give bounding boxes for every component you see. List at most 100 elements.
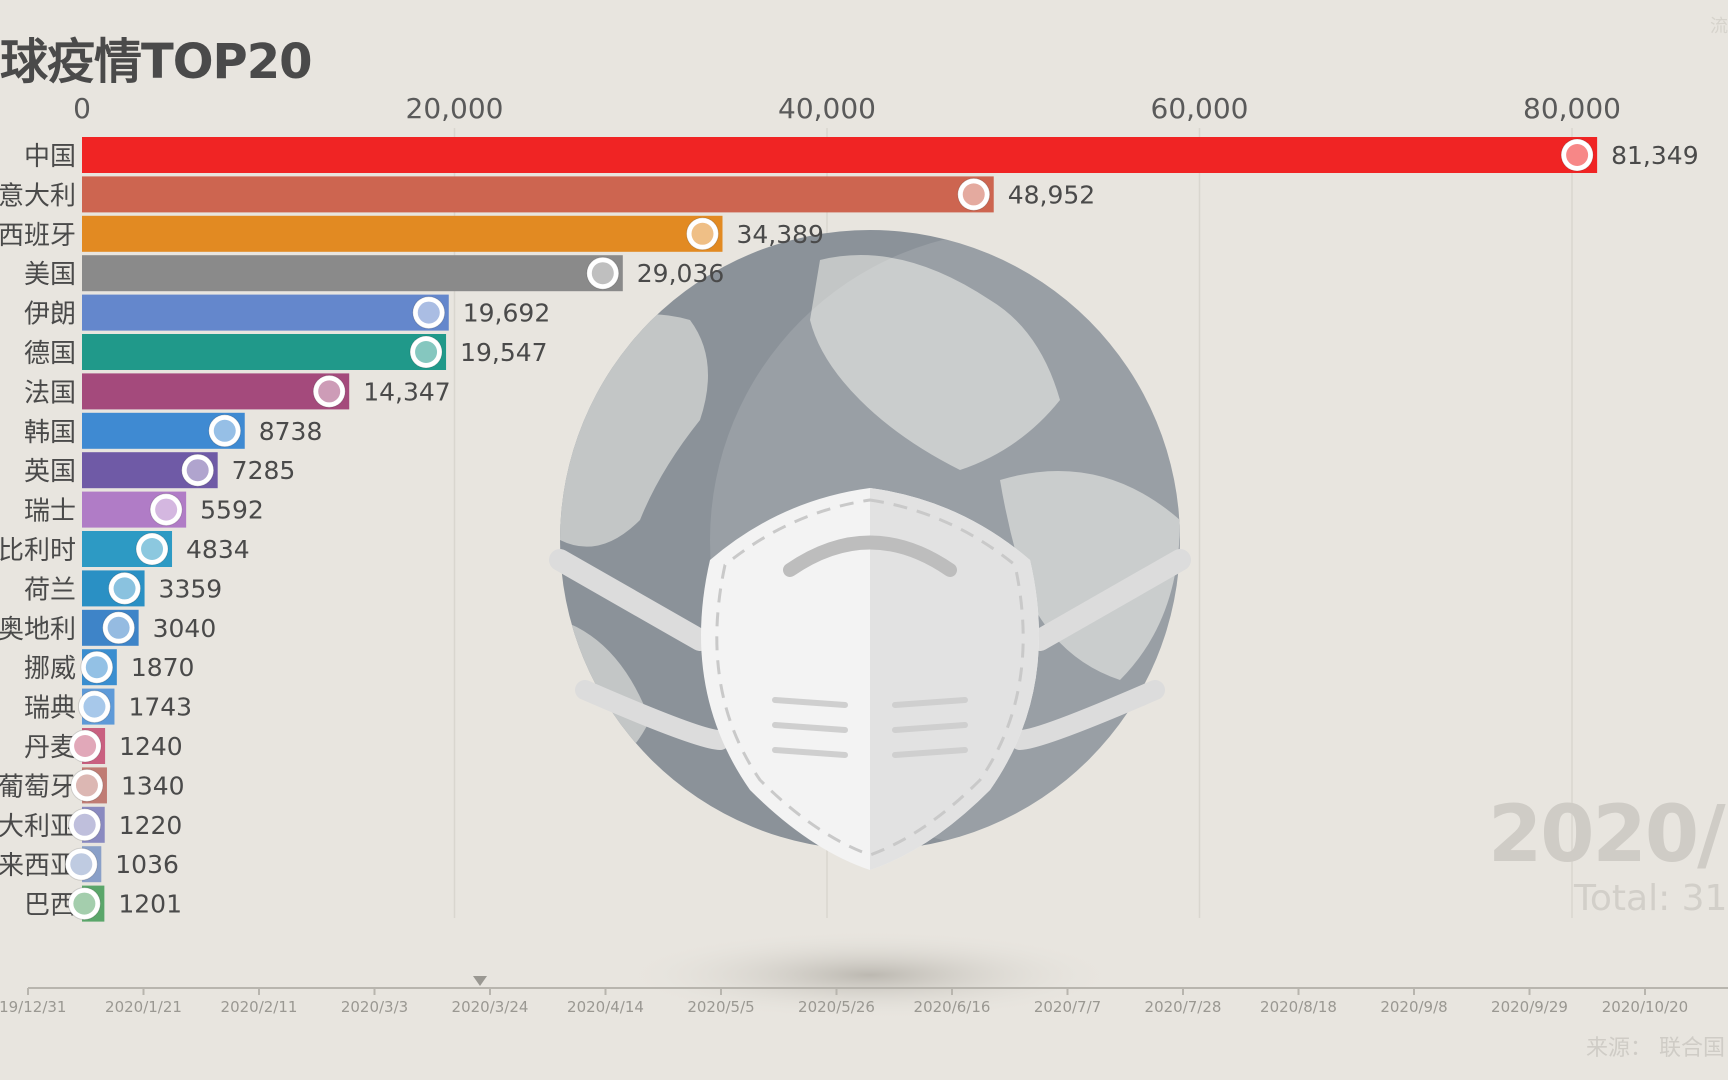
timeline-label: 2020/8/18 (1260, 998, 1337, 1016)
bar-row: 大利亚 1220 (0, 806, 183, 843)
globe-shadow (620, 930, 1120, 1020)
bar-row: 比利时 4834 (0, 531, 250, 567)
x-tick-label: 40,000 (778, 92, 876, 125)
category-label: 丹麦 (24, 733, 76, 763)
bar (82, 176, 994, 213)
value-label: 1743 (128, 693, 192, 722)
x-axis-ticks: 0 20,000 40,000 60,000 80,000 (73, 92, 1621, 125)
timeline-label: 2020/3/3 (341, 998, 408, 1016)
timeline-label: 2020/5/26 (798, 998, 875, 1016)
flag-detail (415, 341, 438, 363)
bar (82, 373, 350, 410)
globe-mask-illustration (549, 230, 1191, 1020)
flag-detail (962, 183, 985, 206)
timeline-label: 2020/3/24 (452, 998, 529, 1016)
flag-detail (85, 656, 108, 679)
value-label: 1240 (119, 732, 183, 761)
category-label: 美国 (24, 260, 76, 290)
category-label: 法国 (24, 378, 76, 408)
x-tick-label: 0 (73, 92, 91, 125)
flag-detail (691, 222, 714, 245)
flag-detail (73, 892, 96, 915)
value-label: 7285 (232, 456, 296, 485)
category-label: 大利亚 (0, 812, 76, 842)
bar-row: 法国 14,347 (24, 373, 451, 410)
timeline-marker[interactable] (473, 976, 487, 986)
flag-detail (417, 301, 440, 324)
flag-detail (155, 498, 178, 521)
bar-row: 德国 19,547 (24, 334, 548, 370)
category-label: 韩国 (24, 418, 76, 448)
category-label: 英国 (24, 457, 76, 487)
bar-row: 奥地利 3040 (0, 609, 217, 646)
value-label: 19,692 (463, 299, 550, 328)
total-label: Total: 312, (1574, 878, 1728, 919)
category-label: 中国 (24, 142, 76, 172)
value-label: 3040 (153, 614, 217, 643)
flag-detail (318, 380, 341, 403)
value-label: 4834 (186, 535, 250, 564)
timeline-label: 2020/2/11 (221, 998, 298, 1016)
flag-detail (70, 853, 93, 876)
timeline-label: 2020/6/16 (914, 998, 991, 1016)
timeline-axis: 019/12/31 2020/1/21 2020/2/11 2020/3/3 2020/… (0, 976, 1728, 1016)
category-label: 奥地利 (0, 615, 76, 645)
timeline-label: 2020/7/28 (1145, 998, 1222, 1016)
timeline-label: 2020/7/7 (1034, 998, 1101, 1016)
bar-row: 英国 7285 (24, 452, 296, 489)
flag-detail (83, 695, 106, 718)
category-label: 巴西 (24, 891, 76, 921)
value-label: 48,952 (1008, 180, 1095, 209)
bar-row: 葡萄牙 1340 (0, 767, 185, 804)
value-label: 8738 (259, 417, 323, 446)
flag-detail (186, 459, 209, 482)
category-label: 德国 (24, 339, 76, 369)
flag-detail (213, 419, 236, 442)
bar-row: 意大利 48,952 (0, 176, 1095, 213)
bar-row: 丹麦 1240 (24, 728, 183, 764)
current-date-label: 2020/3/ (1488, 790, 1728, 880)
bar (82, 294, 449, 331)
bar-row: 挪威 1870 (24, 649, 195, 686)
value-label: 1220 (119, 811, 183, 840)
flag-detail (1566, 144, 1589, 166)
flag-detail (74, 735, 97, 757)
flag-detail (591, 262, 614, 285)
bar (82, 215, 723, 252)
category-label: 瑞士 (24, 497, 76, 527)
flag-detail (141, 538, 164, 560)
bar-row: 巴西 1201 (24, 885, 182, 922)
bar-row: 韩国 8738 (24, 412, 323, 449)
value-label: 34,389 (736, 220, 823, 249)
flag-detail (113, 577, 136, 600)
bar-row: 荷兰 3359 (24, 570, 222, 607)
category-label: 挪威 (24, 654, 76, 684)
value-label: 81,349 (1611, 141, 1698, 170)
value-label: 1340 (121, 771, 185, 800)
bar-row: 瑞士 5592 (24, 491, 264, 528)
timeline-label: 2020/9/8 (1380, 998, 1447, 1016)
category-label: 来西亚 (0, 851, 76, 881)
flag-detail (73, 813, 96, 836)
watermark: 流 (1710, 16, 1728, 37)
bar-row: 伊朗 19,692 (24, 294, 550, 331)
x-tick-label: 80,000 (1523, 92, 1621, 125)
flag-detail (75, 774, 98, 797)
flag-detail (107, 616, 130, 639)
value-label: 1201 (118, 890, 182, 919)
timeline-label: 2020/1/21 (105, 998, 182, 1016)
bar-row: 美国 29,036 (24, 255, 724, 292)
bar (82, 137, 1598, 173)
category-label: 葡萄牙 (0, 772, 76, 802)
timeline-label: 019/12/31 (0, 998, 66, 1016)
category-label: 比利时 (0, 536, 76, 566)
value-label: 29,036 (637, 259, 724, 288)
value-label: 19,547 (460, 338, 547, 367)
chart-title: 球疫情TOP20 (0, 34, 313, 90)
value-label: 1870 (131, 653, 195, 682)
timeline-label: 2020/10/20 (1602, 998, 1688, 1016)
value-label: 1036 (115, 850, 179, 879)
category-label: 意大利 (0, 181, 76, 211)
timeline-label: 2020/9/29 (1491, 998, 1568, 1016)
